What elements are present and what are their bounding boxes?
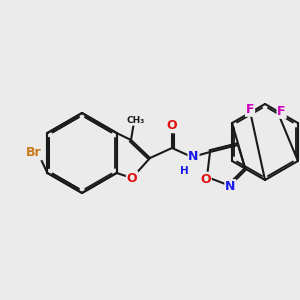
- Text: N: N: [188, 151, 199, 164]
- Text: O: O: [200, 172, 211, 186]
- Text: F: F: [246, 103, 254, 116]
- Text: H: H: [180, 166, 189, 176]
- Text: Br: Br: [26, 146, 41, 160]
- Text: CH₃: CH₃: [126, 116, 145, 125]
- Text: N: N: [225, 180, 236, 193]
- Text: F: F: [278, 105, 286, 118]
- Text: O: O: [167, 119, 177, 132]
- Text: O: O: [127, 172, 137, 184]
